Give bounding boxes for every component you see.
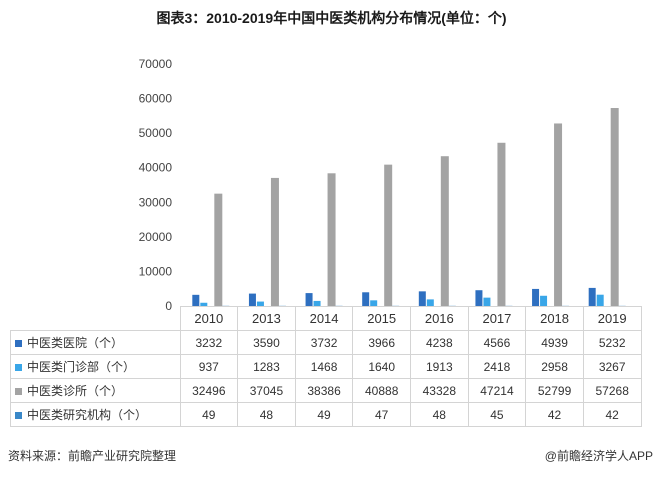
- bar-1-2016: [418, 291, 426, 306]
- table-row: 中医类诊所（个） 32496 37045 38386 40888 43328 47214 52…: [10, 378, 642, 403]
- chart-title: 图表3：2010-2019年中国中医类机构分布情况(单位：个): [156, 10, 507, 26]
- bar-1-2018: [532, 288, 540, 306]
- y-tick-label: 50000: [139, 126, 173, 140]
- bar-1-2014: [305, 293, 313, 306]
- data-label: 937: [179, 354, 239, 379]
- data-label: 42: [582, 402, 642, 427]
- legend-entry: 中医类医院（个）: [10, 330, 181, 355]
- data-label: 40888: [352, 378, 411, 403]
- table-header-row: 2010 2013 2014 2015 2016 2017 2018 2019: [11, 306, 642, 331]
- x-tick-label: 2013: [237, 306, 296, 331]
- bar-1-2010: [192, 294, 200, 306]
- bar-1-2017: [475, 290, 483, 306]
- x-tick-label: 2019: [582, 306, 642, 331]
- table-corner: [11, 307, 181, 331]
- x-tick-label: 2015: [352, 306, 411, 331]
- y-tick-label: 40000: [139, 161, 173, 175]
- x-tick-label: 2016: [410, 306, 469, 331]
- bar-1-2019: [588, 287, 596, 306]
- data-label: 1468: [294, 354, 354, 379]
- bar-2-2010: [200, 302, 208, 306]
- data-label: 47214: [467, 378, 527, 403]
- bar-3-2010: [214, 193, 223, 306]
- legend-label: 中医类门诊部（个）: [27, 360, 136, 374]
- data-label: 4939: [525, 330, 584, 355]
- data-label: 3732: [294, 330, 354, 355]
- bar-3-2014: [327, 173, 336, 306]
- legend-swatch: [15, 340, 22, 348]
- data-label: 3966: [352, 330, 411, 355]
- data-label: 47: [352, 402, 411, 427]
- data-label: 3267: [582, 354, 642, 379]
- data-label: 43328: [410, 378, 469, 403]
- legend-label: 中医类研究机构（个）: [27, 408, 148, 422]
- legend-swatch: [15, 388, 22, 396]
- bar-3-2015: [384, 164, 393, 306]
- y-tick-label: 70000: [139, 57, 173, 71]
- data-label: 48: [237, 402, 296, 427]
- bar-2-2019: [596, 294, 604, 306]
- data-table: 2010 2013 2014 2015 2016 2017 2018 2019 中医类医院（个）…: [10, 306, 642, 427]
- data-label: 42: [525, 402, 584, 427]
- bar-3-2019: [610, 108, 619, 306]
- legend-swatch: [15, 412, 22, 420]
- data-label: 38386: [294, 378, 354, 403]
- data-label: 45: [467, 402, 527, 427]
- x-tick-label: 2017: [467, 306, 527, 331]
- data-label: 1913: [410, 354, 469, 379]
- data-label: 2958: [525, 354, 584, 379]
- x-tick-label: 2014: [294, 306, 354, 331]
- bar-2-2014: [313, 300, 321, 306]
- legend-swatch: [15, 364, 22, 372]
- bar-3-2018: [554, 123, 563, 307]
- bar-2-2016: [426, 299, 434, 306]
- data-label: 37045: [237, 378, 296, 403]
- y-tick-label: 30000: [139, 195, 173, 209]
- bar-1-2015: [362, 292, 370, 306]
- legend-entry: 中医类诊所（个）: [10, 378, 181, 403]
- data-label: 3590: [237, 330, 296, 355]
- bar-3-2013: [270, 177, 279, 306]
- x-tick-label: 2010: [179, 306, 239, 331]
- legend-entry: 中医类门诊部（个）: [10, 354, 181, 379]
- bar-2-2018: [540, 295, 548, 306]
- y-tick-label: 20000: [139, 230, 173, 244]
- bar-2-2015: [370, 300, 378, 306]
- data-label: 4566: [467, 330, 527, 355]
- source-note: 资料来源：前瞻产业研究院整理: [8, 449, 177, 463]
- data-label: 5232: [582, 330, 642, 355]
- legend-label: 中医类诊所（个）: [27, 384, 124, 398]
- y-tick-label: 60000: [139, 92, 173, 106]
- table-row: 中医类研究机构（个） 49 48 49 47 48 45 42 42: [10, 402, 642, 427]
- table-row: 中医类医院（个） 3232 3590 3732 3966 4238 4566 4939 5232: [10, 330, 642, 355]
- data-label: 32496: [179, 378, 239, 403]
- y-tick-label: 10000: [139, 264, 173, 278]
- bar-1-2013: [248, 293, 256, 306]
- legend-label: 中医类医院（个）: [27, 336, 124, 350]
- data-label: 49: [294, 402, 354, 427]
- data-label: 3232: [179, 330, 239, 355]
- legend-entry: 中医类研究机构（个）: [10, 402, 181, 427]
- x-tick-label: 2018: [525, 306, 584, 331]
- table-row: 中医类门诊部（个） 937 1283 1468 1640 1913 2418 2958 3267: [10, 354, 642, 379]
- data-label: 2418: [467, 354, 527, 379]
- data-label: 52799: [525, 378, 584, 403]
- data-label: 1640: [352, 354, 411, 379]
- data-label: 48: [410, 402, 469, 427]
- bar-3-2016: [440, 156, 449, 306]
- bar-2-2017: [483, 297, 491, 306]
- bar-3-2017: [497, 142, 506, 306]
- data-label: 49: [179, 402, 239, 427]
- data-label: 4238: [410, 330, 469, 355]
- y-tick-label: 0: [165, 299, 172, 313]
- bar-2-2013: [256, 301, 264, 306]
- data-label: 1283: [237, 354, 296, 379]
- brand-credit: @前瞻经济学人APP: [544, 449, 653, 463]
- data-label: 57268: [582, 378, 642, 403]
